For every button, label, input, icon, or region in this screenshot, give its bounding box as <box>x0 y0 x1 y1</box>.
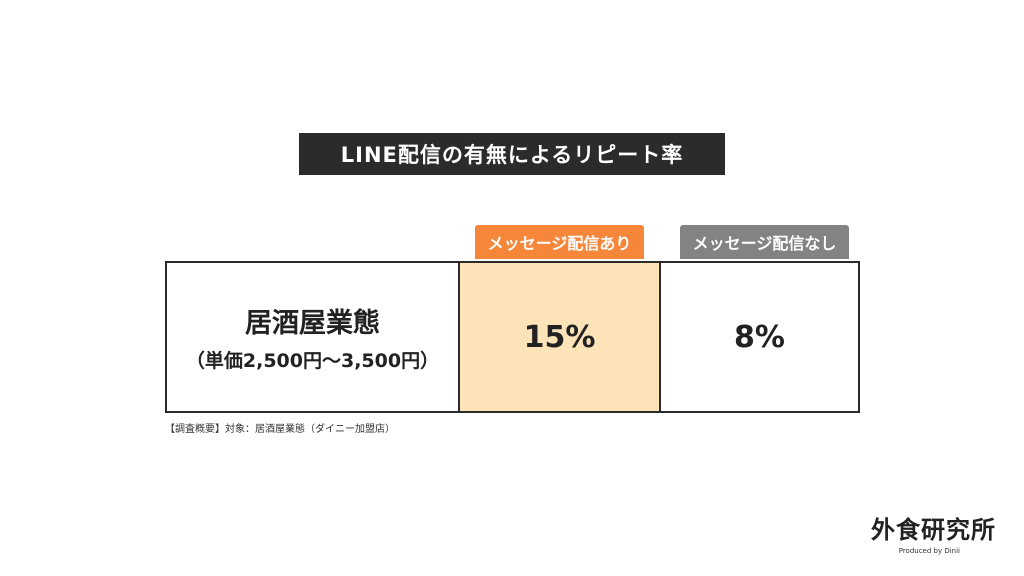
comparison-table: 居酒屋業態 （単価2,500円～3,500円） 15% 8% <box>165 261 860 413</box>
row-name: 居酒屋業態 <box>245 308 380 339</box>
brand-logo: 外食研究所 Produced by Dinii <box>871 510 996 555</box>
row-label-cell: 居酒屋業態 （単価2,500円～3,500円） <box>167 263 460 411</box>
brand-producer: Produced by Dinii <box>898 547 960 555</box>
repeat-rate-without-message: 8% <box>734 319 785 355</box>
value-cell-with-message: 15% <box>460 263 661 411</box>
value-cell-without-message: 8% <box>661 263 858 411</box>
row-price-range: （単価2,500円～3,500円） <box>185 350 440 372</box>
survey-footnote: 【調査概要】対象：居酒屋業態（ダイニー加盟店） <box>165 424 395 435</box>
repeat-rate-with-message: 15% <box>523 319 596 355</box>
brand-name: 外食研究所 <box>871 516 996 544</box>
slide-title: LINE配信の有無によるリピート率 <box>299 133 725 175</box>
column-header-with-message: メッセージ配信あり <box>475 225 644 259</box>
column-header-without-message: メッセージ配信なし <box>680 225 849 259</box>
